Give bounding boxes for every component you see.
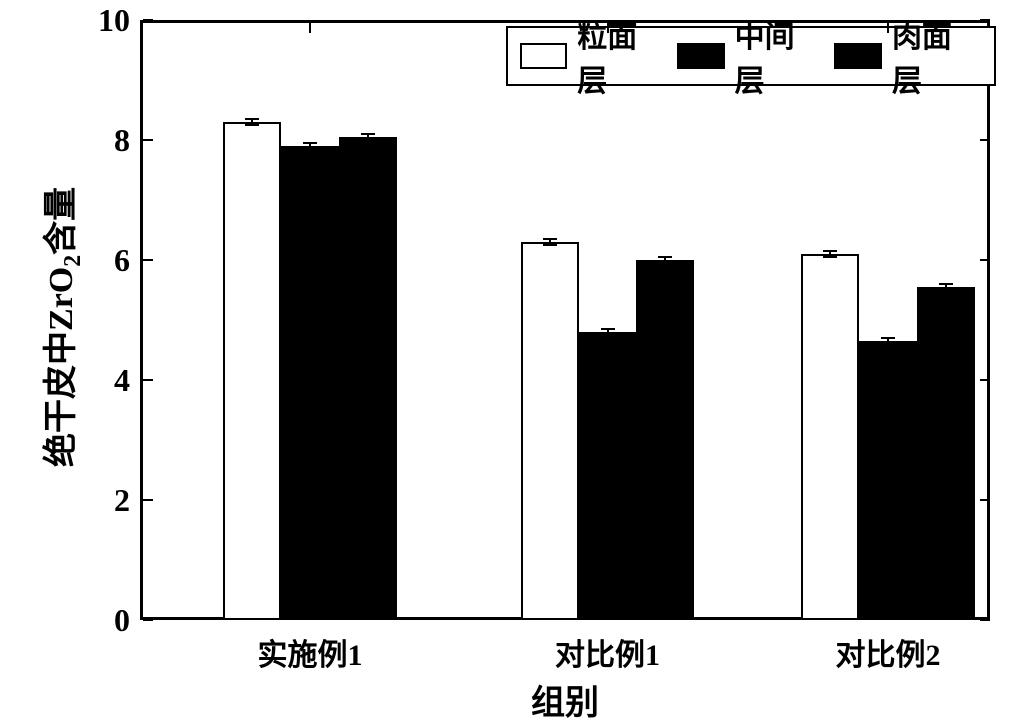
bar <box>636 260 694 620</box>
bar <box>339 137 397 620</box>
y-tick-label: 6 <box>90 242 130 279</box>
bar <box>859 341 917 620</box>
bar <box>521 242 579 620</box>
x-tick-label: 对比例2 <box>808 630 968 674</box>
error-cap <box>823 250 837 252</box>
error-cap <box>601 328 615 330</box>
error-cap <box>543 238 557 240</box>
error-cap <box>303 142 317 144</box>
y-tick-label: 10 <box>90 2 130 39</box>
legend-swatch <box>520 43 568 69</box>
error-cap <box>939 289 953 291</box>
error-cap <box>823 256 837 258</box>
x-tick-label: 对比例1 <box>528 630 688 674</box>
bar <box>223 122 281 620</box>
x-tick <box>607 23 609 33</box>
y-tick <box>143 139 153 141</box>
y-tick <box>143 379 153 381</box>
error-cap <box>658 256 672 258</box>
chart-container: 绝干皮中ZrO2含量 组别 粒面层中间层肉面层 0 2 4 6 8 10 实施例1 对比例1 对… <box>0 0 1030 726</box>
error-cap <box>303 148 317 150</box>
legend-swatch <box>834 43 882 69</box>
y-tick-label: 2 <box>90 482 130 519</box>
bar <box>281 146 339 620</box>
legend-label: 肉面层 <box>892 12 982 100</box>
y-tick-label: 0 <box>90 602 130 639</box>
x-tick <box>309 23 311 33</box>
error-cap <box>361 139 375 141</box>
error-cap <box>601 334 615 336</box>
y-tick-label: 4 <box>90 362 130 399</box>
bar <box>801 254 859 620</box>
error-cap <box>245 118 259 120</box>
y-tick <box>980 139 990 141</box>
y-tick <box>143 619 153 621</box>
x-tick <box>887 23 889 33</box>
legend-swatch <box>677 43 725 69</box>
y-tick <box>980 379 990 381</box>
error-cap <box>245 124 259 126</box>
error-cap <box>361 133 375 135</box>
legend-label: 粒面层 <box>577 12 667 100</box>
legend: 粒面层中间层肉面层 <box>506 26 996 86</box>
y-axis-label: 绝干皮中ZrO2含量 <box>33 177 87 477</box>
y-tick <box>980 19 990 21</box>
error-cap <box>881 337 895 339</box>
error-cap <box>939 283 953 285</box>
error-cap <box>658 262 672 264</box>
bar <box>917 287 975 620</box>
bar <box>579 332 637 620</box>
error-cap <box>881 343 895 345</box>
y-tick <box>143 19 153 21</box>
y-tick <box>980 259 990 261</box>
y-tick <box>980 619 990 621</box>
error-cap <box>543 244 557 246</box>
y-tick <box>980 499 990 501</box>
x-tick-label: 实施例1 <box>230 630 390 674</box>
y-tick <box>143 499 153 501</box>
x-axis-label: 组别 <box>505 675 625 724</box>
legend-label: 中间层 <box>735 12 825 100</box>
y-tick-label: 8 <box>90 122 130 159</box>
y-tick <box>143 259 153 261</box>
